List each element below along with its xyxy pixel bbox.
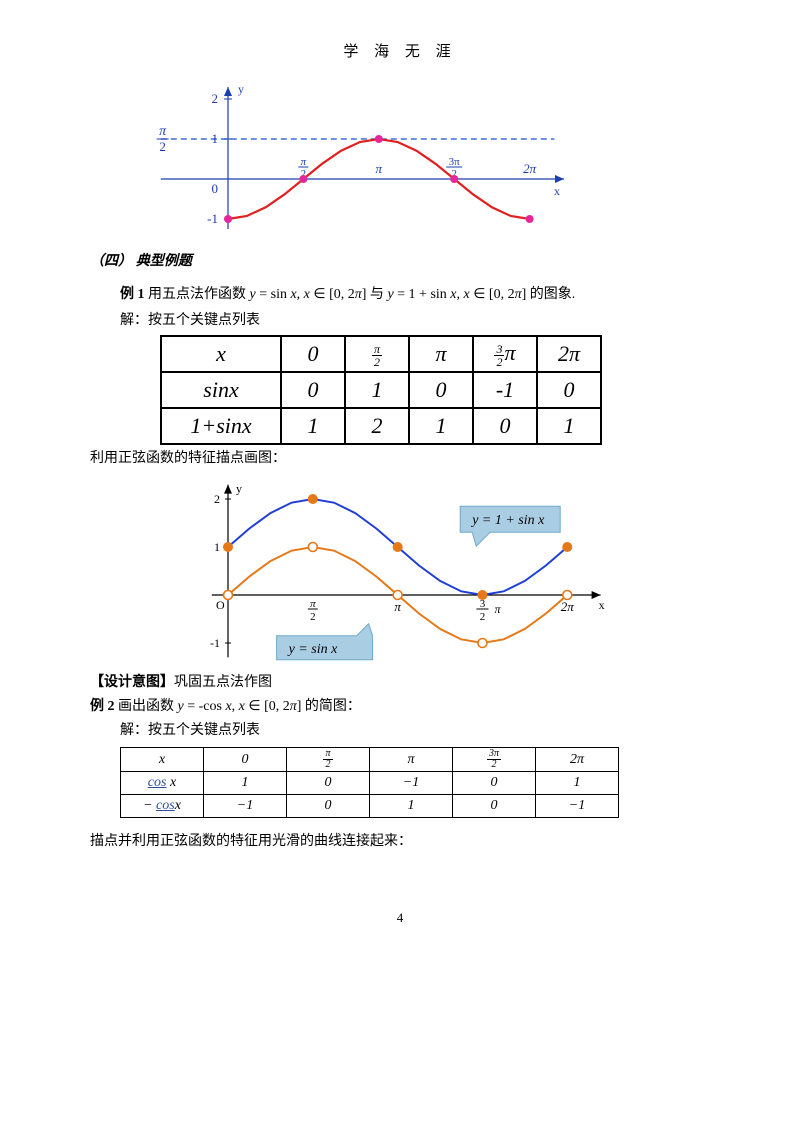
page-number: 4 <box>90 910 710 926</box>
t1-r2-0: 1 <box>281 408 345 444</box>
t2-h-pi: π <box>370 748 453 772</box>
svg-text:y = sin x: y = sin x <box>287 642 338 657</box>
t2-r2-label: − cosx <box>121 795 204 818</box>
t2-r1-2: −1 <box>370 772 453 795</box>
svg-text:O: O <box>216 598 225 612</box>
page-header: 学 海 无 涯 <box>90 40 710 61</box>
svg-text:2: 2 <box>310 611 316 623</box>
t2-h-2pi: 2π <box>536 748 619 772</box>
svg-text:1: 1 <box>214 540 220 554</box>
t1-r1-1: 1 <box>345 372 409 408</box>
t2-r1-3: 0 <box>453 772 536 795</box>
t2-r1-4: 1 <box>536 772 619 795</box>
ex1-label: 例 1 <box>120 287 148 302</box>
t2-r2-4: −1 <box>536 795 619 818</box>
svg-text:2: 2 <box>159 139 166 154</box>
design-intent: 【设计意图】巩固五点法作图 <box>90 671 710 691</box>
t2-r2-2: 1 <box>370 795 453 818</box>
svg-text:-1: -1 <box>207 211 218 226</box>
svg-text:3π: 3π <box>449 156 461 168</box>
t2-r1-label: cos x <box>121 772 204 795</box>
svg-text:π: π <box>376 161 383 176</box>
section-4-heading: （四） 典型例题 <box>90 250 710 270</box>
svg-text:1: 1 <box>212 131 219 146</box>
t2-r2-1: 0 <box>287 795 370 818</box>
t2-h-x: x <box>121 748 204 772</box>
t1-r2-label: 1+sinx <box>161 408 281 444</box>
t1-r1-label: sinx <box>161 372 281 408</box>
t2-r2-0: −1 <box>204 795 287 818</box>
table-sinx: x 0 π2 π 32π 2π sinx 0 1 0 -1 0 1+sinx 1… <box>160 335 710 445</box>
t1-h-0: 0 <box>281 336 345 372</box>
t2-r2-3: 0 <box>453 795 536 818</box>
ex1-solution-label: 解：按五个关键点列表 <box>120 309 710 329</box>
t2-h-pi2: π2 <box>287 748 370 772</box>
t1-h-pi: π <box>409 336 473 372</box>
chart-sinx-1sinx: Oyx-112π2π32π2πy = 1 + sin xy = sin x <box>180 467 710 667</box>
svg-text:π: π <box>301 156 307 168</box>
svg-text:-1: -1 <box>210 636 220 650</box>
t1-h-2pi: 2π <box>537 336 601 372</box>
svg-text:π: π <box>394 599 401 614</box>
ex2-solution-label: 解：按五个关键点列表 <box>120 719 710 739</box>
svg-text:2: 2 <box>214 492 220 506</box>
t2-h-0: 0 <box>204 748 287 772</box>
svg-text:2π: 2π <box>561 599 575 614</box>
svg-text:2: 2 <box>212 91 219 106</box>
svg-text:π: π <box>310 598 316 610</box>
svg-text:2: 2 <box>480 611 486 623</box>
t1-r1-3: -1 <box>473 372 537 408</box>
t1-h-x: x <box>161 336 281 372</box>
svg-text:y = 1 + sin x: y = 1 + sin x <box>470 513 545 528</box>
t2-r1-0: 1 <box>204 772 287 795</box>
t1-r1-4: 0 <box>537 372 601 408</box>
chart-cosx: -1120π−2π2π3π22πxyy = cos x x ∈ [0, 2π] <box>150 69 710 234</box>
svg-text:π: π <box>494 602 501 616</box>
svg-text:0: 0 <box>212 181 219 196</box>
svg-text:2π: 2π <box>523 161 537 176</box>
svg-text:x: x <box>554 184 560 198</box>
t2-r1-1: 0 <box>287 772 370 795</box>
svg-text:y: y <box>236 482 242 496</box>
after-table1-text: 利用正弦函数的特征描点画图： <box>90 447 710 467</box>
example-1-text: 例 1 用五点法作函数 y = sin x, x ∈ [0, 2π] 与 y =… <box>120 284 710 305</box>
t2-h-3pi2: 3π2 <box>453 748 536 772</box>
t1-r2-2: 1 <box>409 408 473 444</box>
table-cosx: x 0 π2 π 3π2 2π cos x 1 0 −1 0 1 − cosx … <box>120 747 710 818</box>
svg-text:π: π <box>159 124 167 139</box>
t1-r1-2: 0 <box>409 372 473 408</box>
final-text: 描点并利用正弦函数的特征用光滑的曲线连接起来： <box>90 830 710 850</box>
t1-h-pi2: π2 <box>345 336 409 372</box>
t1-r2-3: 0 <box>473 408 537 444</box>
t1-r1-0: 0 <box>281 372 345 408</box>
svg-text:x: x <box>599 598 605 612</box>
t1-r2-4: 1 <box>537 408 601 444</box>
t1-r2-1: 2 <box>345 408 409 444</box>
svg-text:y: y <box>238 82 244 96</box>
example-2-text: 例 2 画出函数 y = -cos x, x ∈ [0, 2π] 的简图： <box>90 695 710 715</box>
t1-h-3pi2: 32π <box>473 336 537 372</box>
